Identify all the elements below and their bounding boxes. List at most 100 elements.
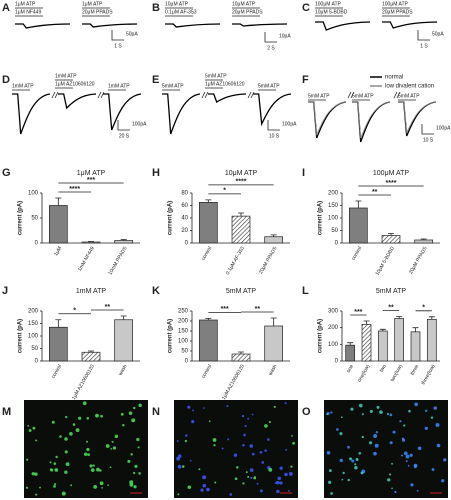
legend-label: normal bbox=[385, 75, 403, 81]
cell bbox=[213, 444, 216, 447]
scale-time: 1 S bbox=[420, 43, 428, 49]
cell bbox=[330, 492, 333, 495]
y-tick-label: 200 bbox=[328, 191, 339, 197]
cell bbox=[138, 472, 141, 475]
cell bbox=[176, 440, 179, 442]
cell bbox=[177, 454, 182, 458]
cell bbox=[403, 424, 406, 427]
cell bbox=[109, 466, 112, 469]
cell bbox=[130, 453, 133, 456]
y-tick-label: 100 bbox=[178, 339, 189, 345]
cell bbox=[26, 458, 29, 461]
current-trace bbox=[232, 23, 288, 27]
significance-label: ** bbox=[388, 304, 394, 311]
chart-title: 5mM ATP bbox=[226, 288, 257, 295]
bar bbox=[345, 344, 356, 362]
cell bbox=[376, 405, 380, 409]
cell bbox=[35, 439, 38, 442]
drug-label: 1mM ATP bbox=[12, 83, 34, 89]
x-tick-label: 20μM PPADS bbox=[408, 245, 429, 275]
cell bbox=[424, 426, 428, 430]
y-tick-label: 50 bbox=[331, 228, 338, 234]
y-tick-label: 0 bbox=[335, 241, 339, 247]
y-tick-label: 20 bbox=[181, 228, 188, 234]
cell bbox=[443, 458, 447, 462]
significance-label: * bbox=[73, 308, 76, 315]
y-axis-label: current (pA) bbox=[168, 319, 174, 353]
cell bbox=[279, 481, 283, 485]
cell bbox=[89, 464, 93, 468]
cell bbox=[261, 461, 265, 464]
panel-letter: C bbox=[302, 2, 310, 14]
cell bbox=[99, 481, 104, 486]
current-trace bbox=[382, 21, 438, 29]
bar bbox=[426, 318, 437, 362]
current-trace bbox=[162, 93, 201, 135]
current-trace bbox=[398, 101, 437, 137]
scale-bar bbox=[267, 120, 280, 131]
cell bbox=[138, 403, 142, 408]
x-tick-label: 10μM 5-BDBD bbox=[375, 245, 397, 276]
panel-letter: M bbox=[2, 406, 11, 418]
chart-title: 1mM ATP bbox=[76, 288, 107, 295]
cell bbox=[347, 478, 350, 482]
cell bbox=[120, 412, 124, 416]
cell bbox=[242, 482, 245, 485]
y-tick-label: 150 bbox=[328, 203, 339, 209]
error-bar bbox=[388, 233, 394, 236]
drug-label: 20μM PPADS bbox=[382, 9, 413, 15]
x-tick-label: 0.1μM AF-353 bbox=[225, 245, 246, 275]
cell bbox=[247, 475, 250, 478]
cell bbox=[358, 403, 363, 408]
bar bbox=[81, 351, 101, 362]
cell bbox=[267, 438, 270, 441]
current-trace bbox=[82, 23, 138, 28]
cell bbox=[273, 405, 276, 408]
bar bbox=[199, 319, 218, 362]
cell bbox=[435, 423, 440, 427]
drug-label: 1μM AZ10606120 bbox=[55, 81, 95, 87]
cell bbox=[243, 433, 246, 437]
cell bbox=[75, 428, 80, 433]
bar bbox=[81, 241, 101, 244]
drug-label: 1μM ATP bbox=[15, 1, 36, 7]
error-bar bbox=[120, 239, 127, 241]
cell bbox=[110, 447, 113, 450]
trace-panel: 10μM ATP 0.1μM AF-353 10μM ATP 20μM PPADS 10… bbox=[165, 1, 291, 51]
scale-amplitude: 100pA bbox=[132, 121, 147, 127]
cell bbox=[350, 407, 354, 411]
current-trace bbox=[315, 21, 371, 31]
cell bbox=[436, 443, 441, 448]
cell bbox=[221, 447, 224, 450]
bar bbox=[381, 235, 401, 244]
bar bbox=[377, 330, 388, 362]
scale-amplitude: 50pA bbox=[126, 31, 138, 37]
y-tick-label: 80 bbox=[181, 191, 188, 197]
cell bbox=[61, 491, 66, 496]
cell bbox=[32, 426, 36, 430]
cell bbox=[111, 440, 114, 443]
error-bar bbox=[412, 327, 419, 332]
cell bbox=[35, 493, 38, 496]
current-trace bbox=[15, 23, 71, 29]
current-trace bbox=[352, 101, 391, 139]
drug-label: 1μM ATP bbox=[82, 1, 103, 7]
cell bbox=[112, 446, 117, 450]
cell bbox=[137, 446, 140, 449]
current-trace bbox=[165, 23, 221, 28]
cell bbox=[339, 432, 343, 436]
cell bbox=[349, 457, 353, 461]
panel-letter: J bbox=[2, 285, 8, 297]
cell bbox=[408, 409, 411, 413]
cell bbox=[424, 409, 428, 412]
scale-amplitude: 100pA bbox=[436, 125, 451, 131]
error-bar bbox=[420, 238, 427, 240]
cell bbox=[212, 438, 217, 442]
cell bbox=[101, 487, 103, 489]
cell bbox=[187, 405, 191, 409]
cell bbox=[65, 462, 70, 467]
cell bbox=[92, 464, 95, 467]
y-tick-label: 300 bbox=[328, 309, 339, 315]
significance-label: * bbox=[223, 188, 226, 195]
x-tick-label: 20μM PPADS bbox=[258, 245, 279, 275]
